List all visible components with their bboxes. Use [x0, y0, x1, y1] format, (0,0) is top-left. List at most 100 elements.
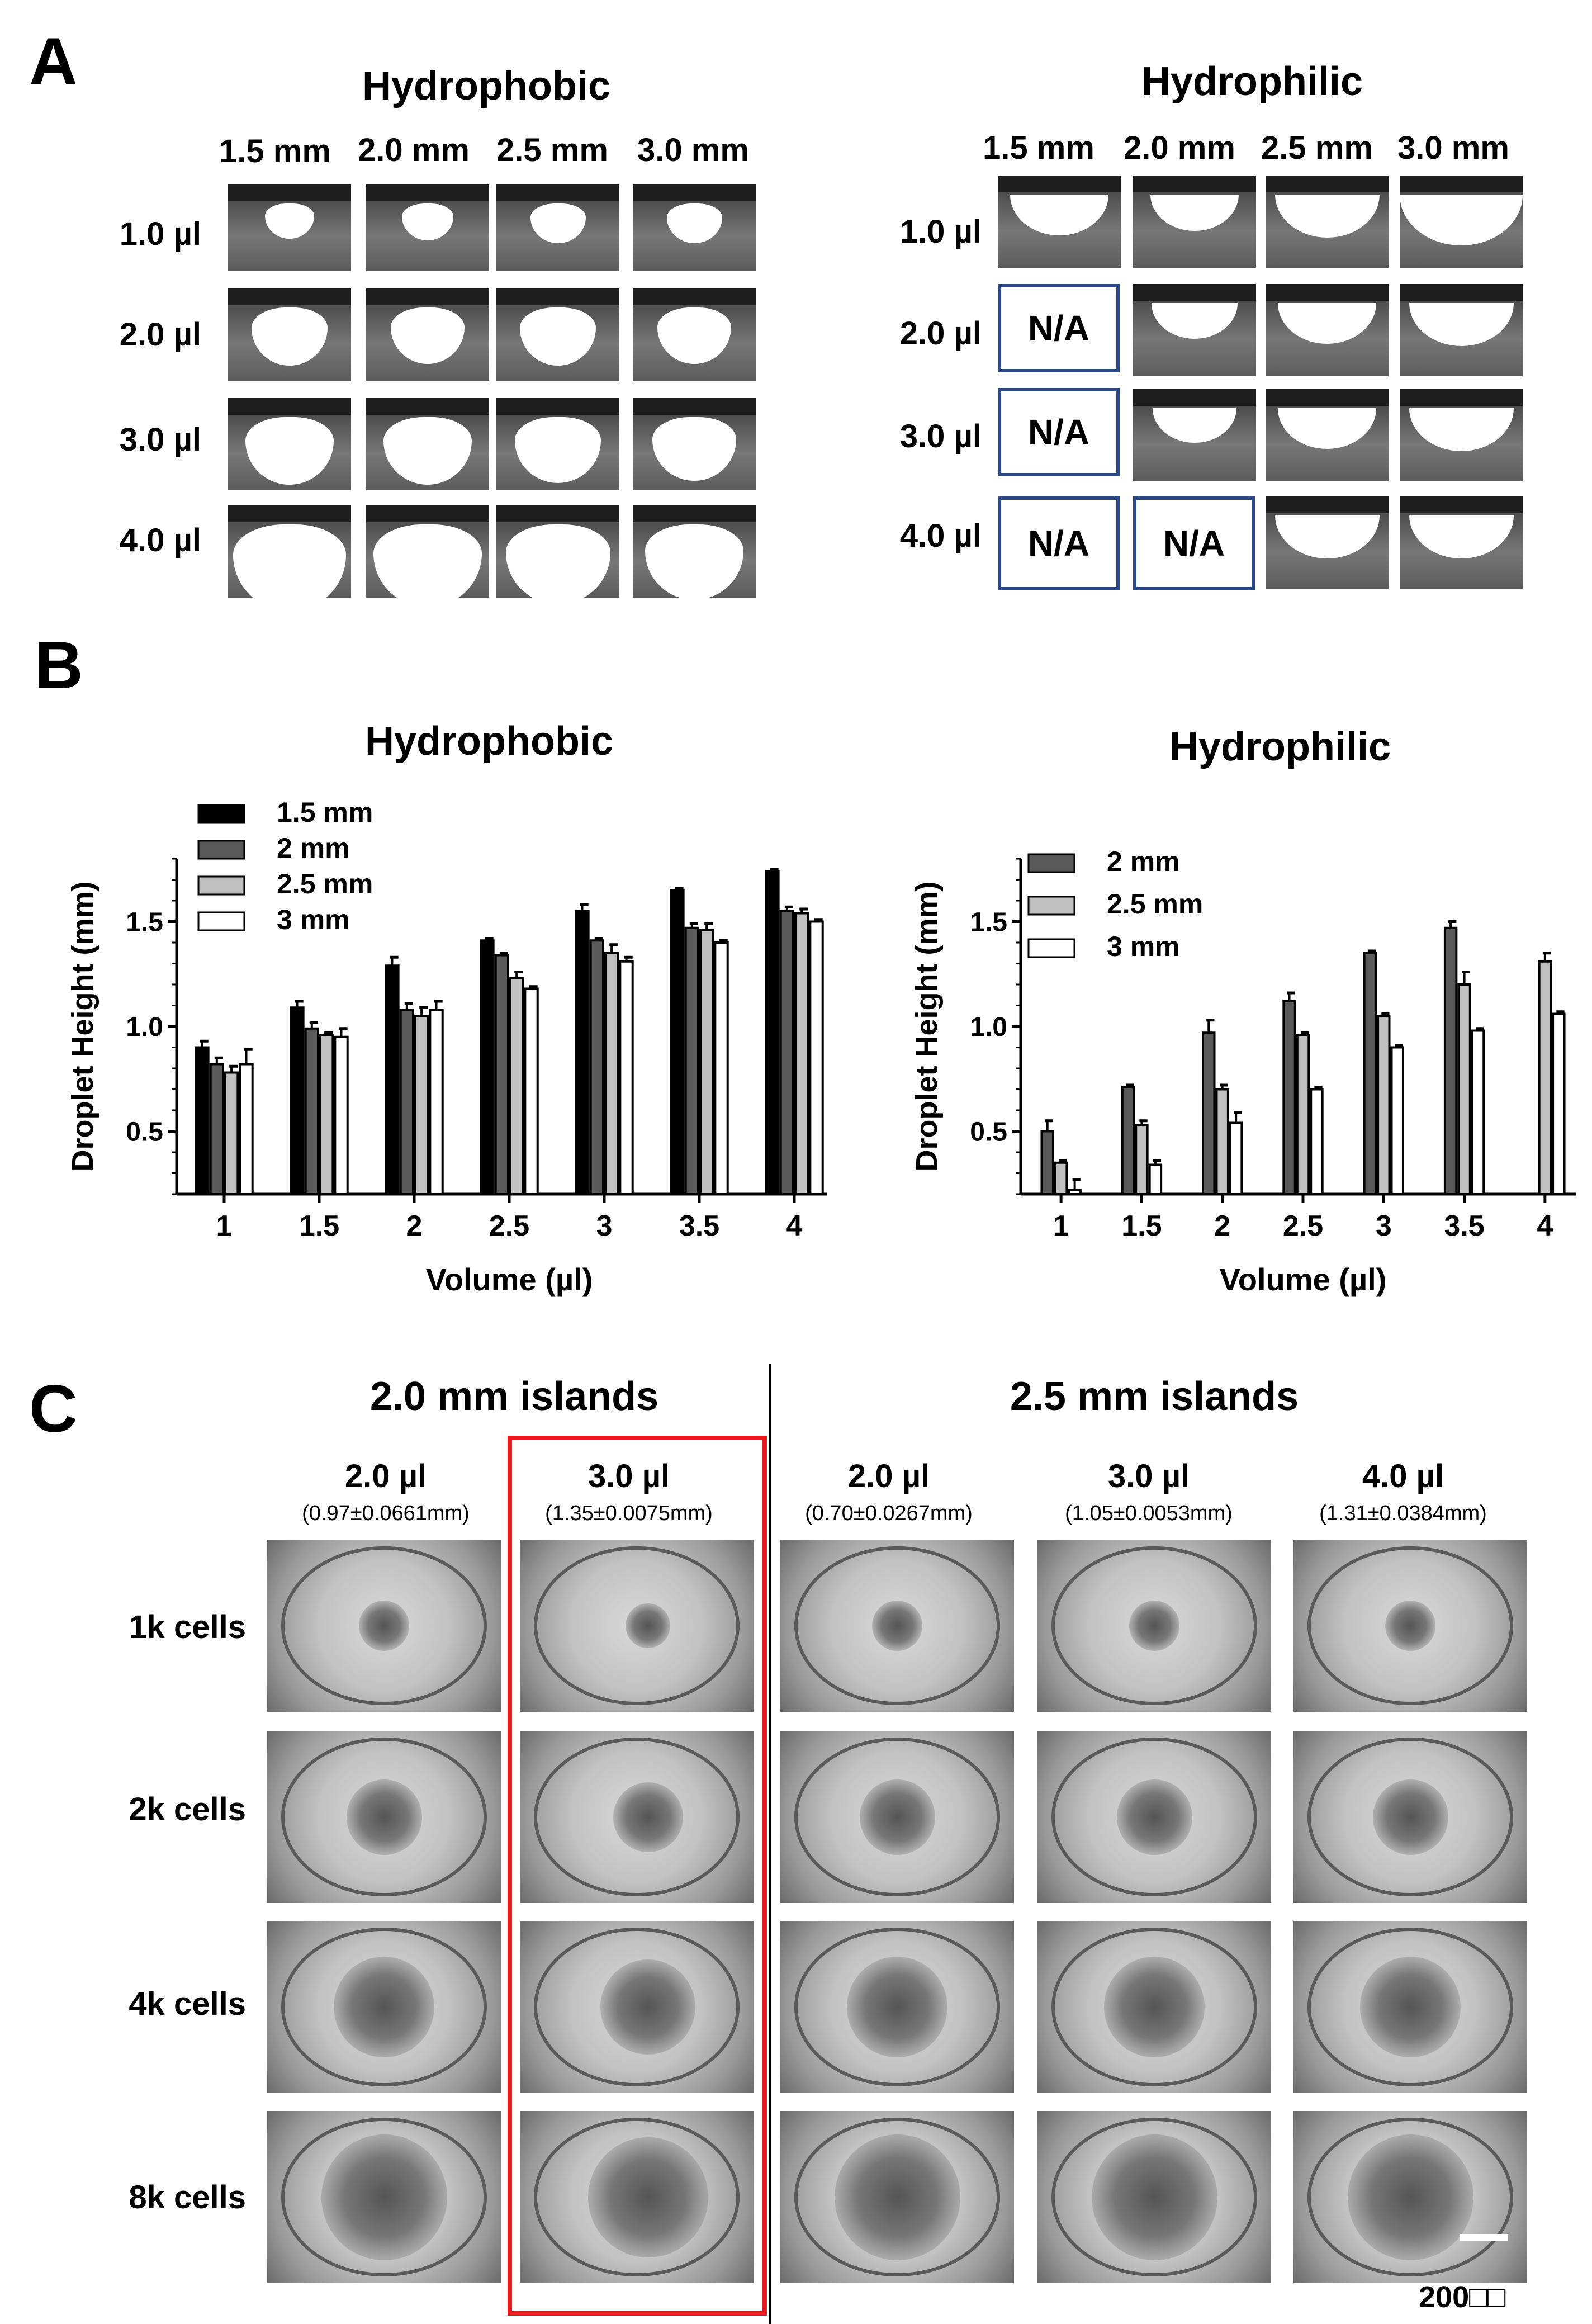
x-tick-label: 1 — [216, 1210, 233, 1242]
x-tick-label: 3.5 — [1444, 1210, 1484, 1242]
droplet-image — [496, 505, 619, 598]
not-applicable-box: N/A — [998, 388, 1120, 476]
bar — [1296, 1034, 1310, 1195]
droplet-image — [1400, 496, 1523, 589]
hydrophilic-row-label: 1.0 µl — [899, 214, 982, 250]
droplet-image — [633, 398, 756, 490]
bar — [290, 1006, 305, 1195]
microscopy-image — [1294, 1921, 1527, 2093]
droplet-image — [366, 398, 489, 490]
not-applicable-box: N/A — [998, 496, 1120, 590]
x-tick-label: 4 — [786, 1210, 803, 1242]
bar — [1148, 1163, 1163, 1195]
droplet-image — [998, 176, 1121, 268]
droplet-image — [1266, 496, 1389, 589]
x-axis-label: Volume (µl) — [426, 1262, 593, 1297]
cell-count-label: 8k cells — [129, 2179, 246, 2216]
microscopy-image — [780, 1731, 1014, 1903]
bar — [224, 1071, 239, 1195]
bar — [1202, 1031, 1216, 1195]
bar — [414, 1015, 429, 1195]
bar — [684, 926, 700, 1195]
microscopy-image — [1037, 2111, 1271, 2283]
col-height: (0.97±0.0661mm) — [302, 1502, 470, 1525]
bar — [334, 1035, 349, 1195]
x-tick-label: 1.5 — [299, 1210, 339, 1242]
bar — [1121, 1086, 1135, 1195]
microscopy-image — [520, 2111, 754, 2283]
droplet-image — [633, 288, 756, 381]
bar — [1215, 1088, 1229, 1195]
bar — [385, 964, 400, 1195]
bar — [670, 889, 685, 1195]
y-tick-label: 0.5 — [126, 1118, 163, 1147]
scale-bar — [1460, 2234, 1508, 2241]
bar — [195, 1046, 210, 1195]
droplet-image — [1266, 176, 1389, 268]
hydrophobic-col-header: 1.5 mm — [219, 133, 331, 169]
microscopy-image — [267, 1731, 501, 1903]
col-volume: 2.0 µl — [847, 1458, 930, 1494]
droplet-image — [1133, 176, 1256, 268]
droplet-image — [1400, 176, 1523, 268]
x-tick-label: 3.5 — [679, 1210, 719, 1242]
droplet-image — [228, 505, 351, 598]
microscopy-image — [1294, 1731, 1527, 1903]
col-height: (0.70±0.0267mm) — [805, 1502, 973, 1525]
y-axis-label: Droplet Height (mm) — [910, 882, 944, 1172]
bar — [575, 910, 590, 1195]
hydrophilic-row-label: 3.0 µl — [899, 418, 982, 455]
highlight-frame — [508, 1436, 767, 2316]
hydrophobic-row-label: 3.0 µl — [119, 422, 201, 458]
col-volume: 3.0 µl — [587, 1458, 670, 1494]
bar — [794, 912, 809, 1195]
x-tick-label: 2 — [406, 1210, 423, 1242]
col-volume: 3.0 µl — [1107, 1458, 1190, 1494]
legend-swatch — [1027, 896, 1075, 916]
bar — [304, 1027, 319, 1195]
y-tick-label: 1.0 — [970, 1012, 1007, 1042]
droplet-image — [1133, 389, 1256, 481]
microscopy-image — [267, 2111, 501, 2283]
microscopy-image — [1037, 1921, 1271, 2093]
droplet-image — [366, 184, 489, 271]
bar — [524, 987, 539, 1195]
droplet-image — [1266, 389, 1389, 481]
hydrophobic-row-label: 4.0 µl — [119, 522, 201, 558]
bar — [1310, 1088, 1324, 1195]
bar — [1471, 1029, 1485, 1195]
bar — [1457, 983, 1471, 1195]
hydrophobic-bar-chart: Hydrophobic 0.5 1.0 1.5 Droplet Height (mm) 1… — [66, 719, 827, 1297]
bar — [1282, 1000, 1296, 1195]
chart-title: Hydrophilic — [1169, 725, 1391, 769]
microscopy-image — [267, 1921, 501, 2093]
panel-c-letter: C — [29, 1371, 78, 1446]
bar — [209, 1063, 224, 1195]
bar — [509, 977, 524, 1195]
microscopy-image — [1037, 1731, 1271, 1903]
hydrophilic-row-label: 4.0 µl — [899, 518, 982, 554]
col-height: (1.35±0.0075mm) — [545, 1502, 713, 1525]
x-tick-label: 2.5 — [1283, 1210, 1323, 1242]
panel-b-letter: B — [35, 628, 83, 703]
legend-swatch — [197, 804, 245, 824]
droplet-image — [1133, 284, 1256, 376]
droplet-image — [496, 184, 619, 271]
panel-a-hydrophobic-title: Hydrophobic — [362, 64, 610, 108]
microscopy-image — [780, 2111, 1014, 2283]
group-right-header: 2.5 mm islands — [1010, 1374, 1299, 1419]
cell-count-label: 1k cells — [129, 1609, 246, 1645]
legend-label: 2 mm — [277, 832, 350, 864]
legend-swatch — [197, 875, 245, 896]
bar — [1363, 952, 1377, 1195]
col-height: (1.05±0.0053mm) — [1065, 1502, 1233, 1525]
microscopy-image — [520, 1921, 754, 2093]
bar — [429, 1009, 444, 1195]
group-divider — [769, 1364, 771, 2324]
droplet-image — [1400, 389, 1523, 481]
droplet-image — [633, 184, 756, 271]
hydrophobic-col-header: 3.0 mm — [637, 132, 749, 168]
bar — [619, 960, 634, 1195]
bar — [779, 910, 795, 1195]
bar — [1068, 1189, 1082, 1195]
